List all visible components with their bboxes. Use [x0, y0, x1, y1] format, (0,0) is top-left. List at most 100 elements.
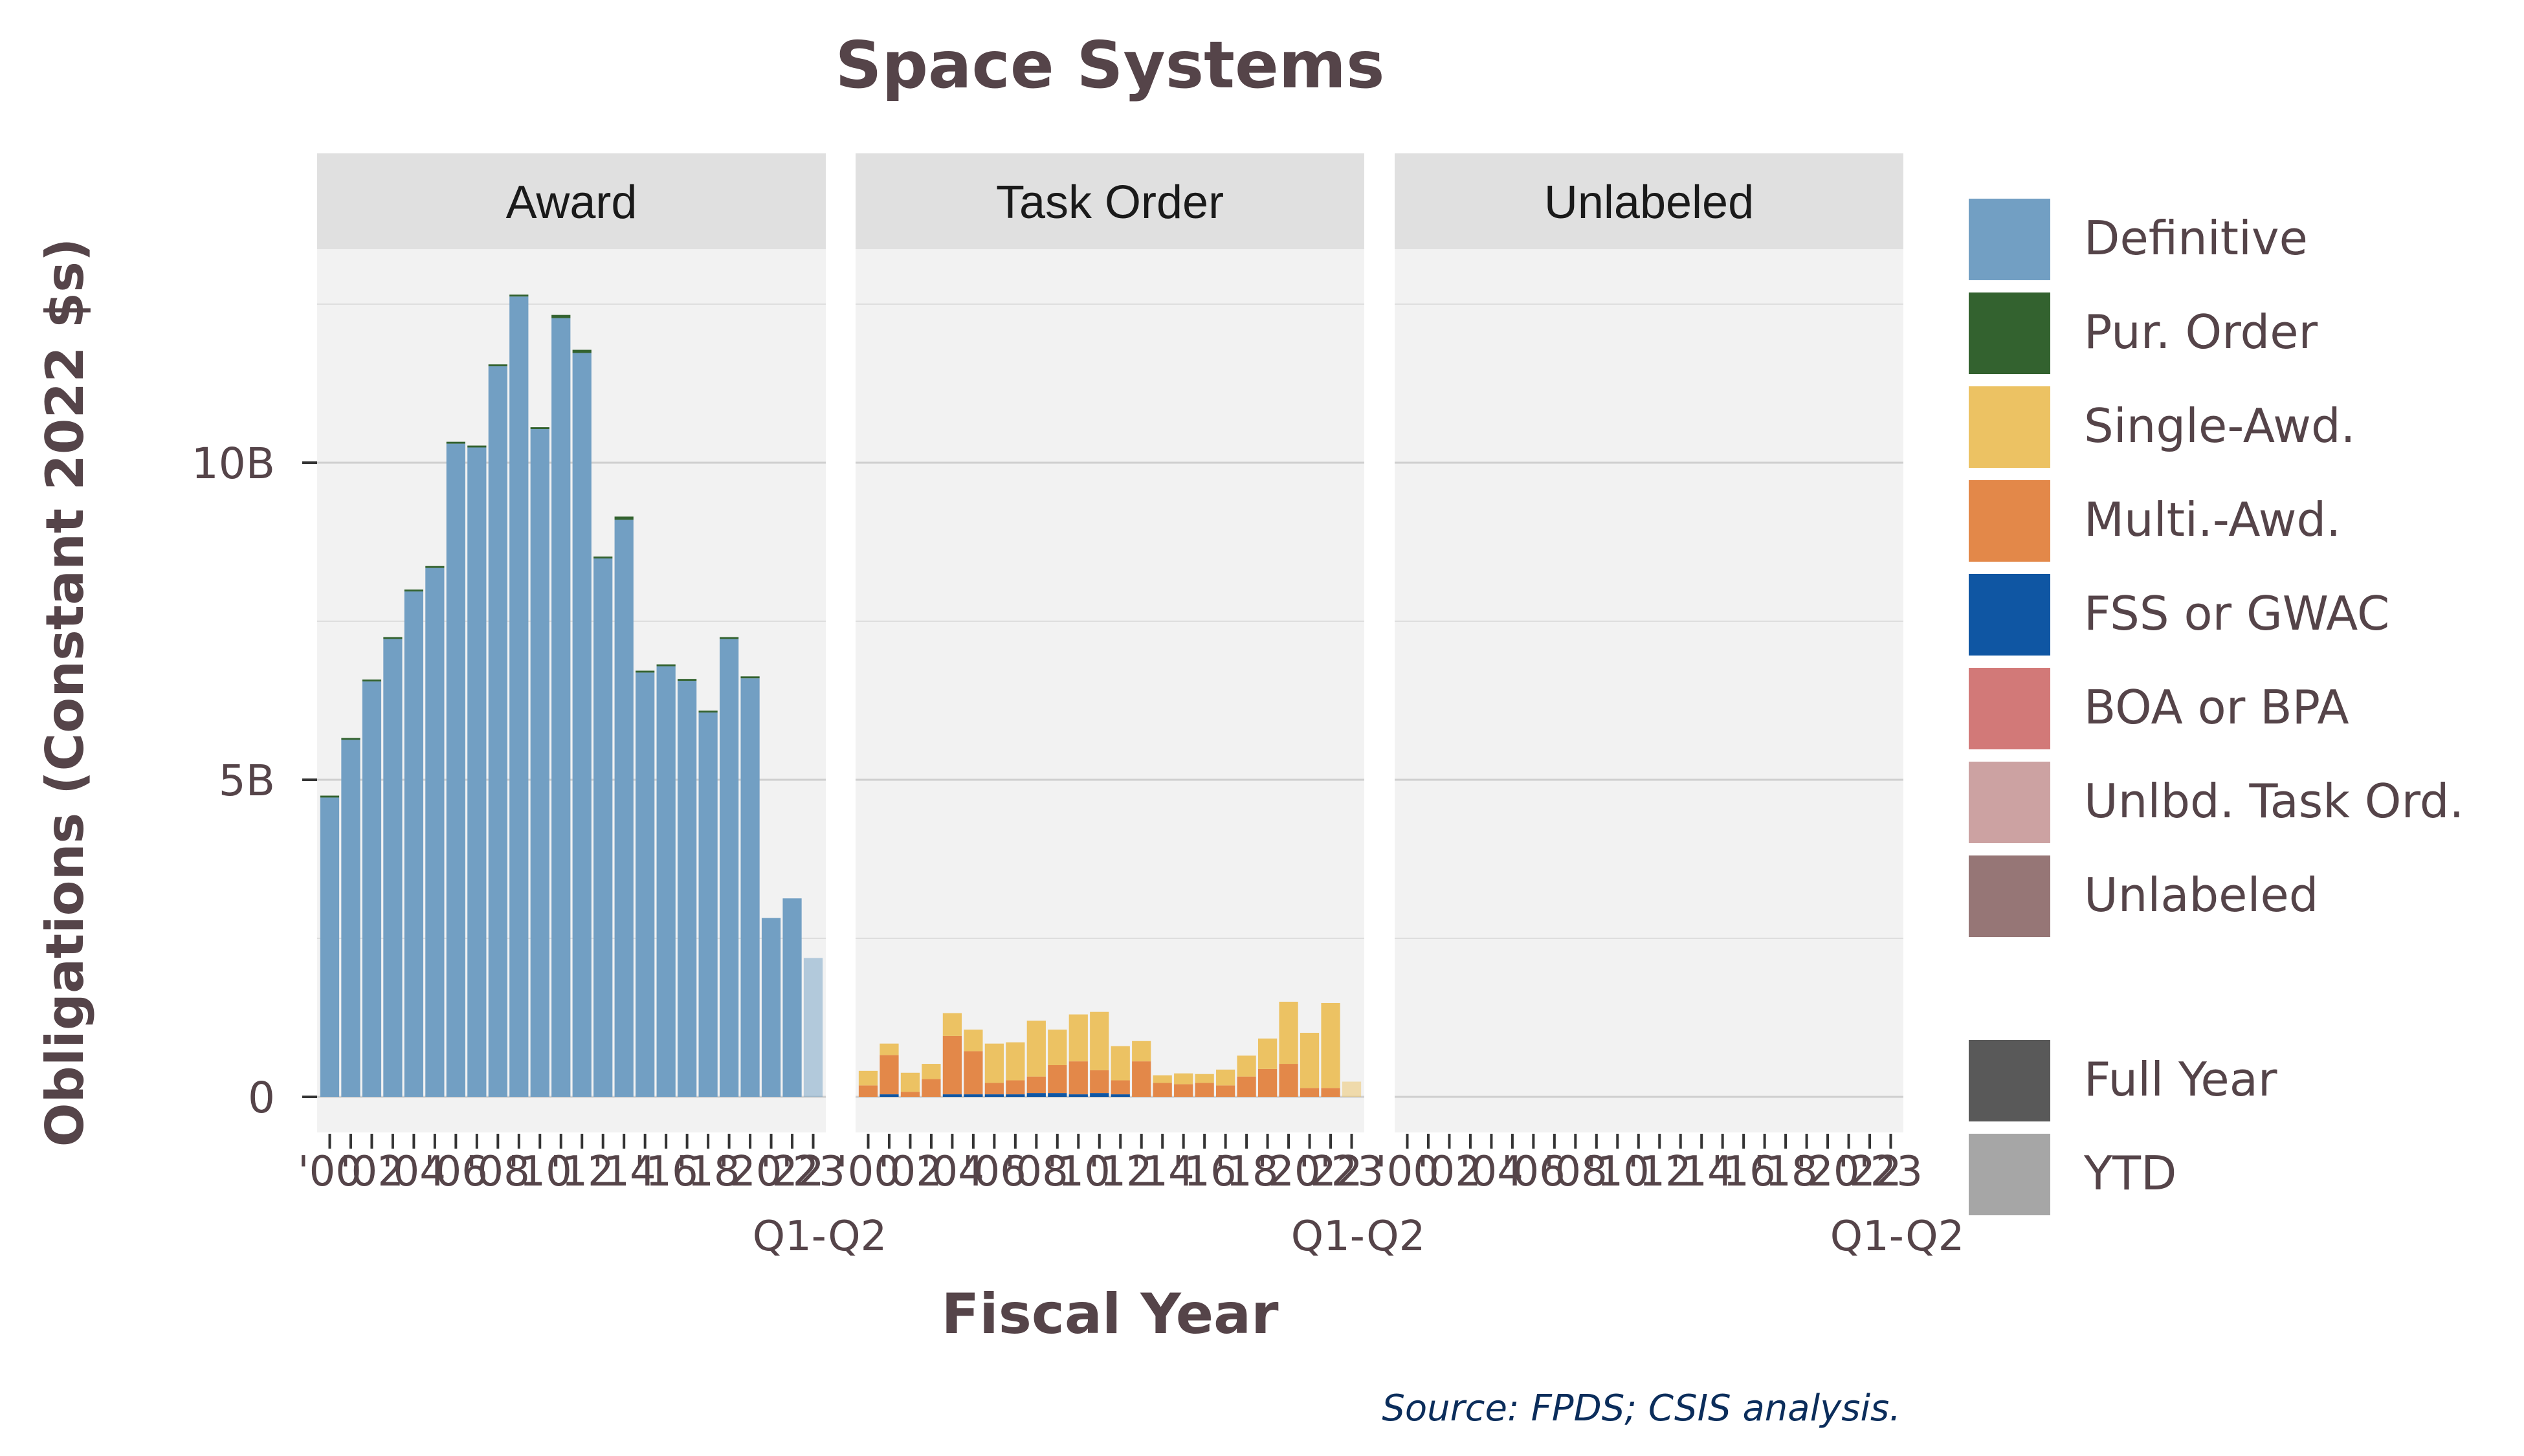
- bar-multi-awd-2015: [1174, 1084, 1193, 1097]
- chart-title: Space Systems: [835, 27, 1384, 103]
- x-tick-label: '00: [1375, 1148, 1439, 1196]
- x-tick-label: '10: [508, 1148, 572, 1196]
- bar-definitive-2022: [782, 898, 802, 1097]
- bar-definitive-2008: [488, 366, 507, 1097]
- x-tick-label: '10: [1586, 1148, 1650, 1196]
- bar-definitive-2020: [740, 678, 760, 1097]
- facet-panels: Award'00'02'04'06'08'10'12'14'16'18'20'2…: [298, 153, 1964, 1261]
- legend-label: FSS or GWAC: [2084, 586, 2389, 641]
- bar-multi-awd-2001: [880, 1055, 899, 1095]
- legend-item-fss-or-gwac: FSS or GWAC: [1966, 571, 2389, 658]
- x-tick-sublabel: Q1-Q2: [1830, 1213, 1965, 1261]
- bar-pur-order-2006: [446, 441, 465, 444]
- bar-multi-awd-2006: [984, 1083, 1004, 1095]
- bar-definitive-2013: [593, 558, 613, 1097]
- legend-item-definitive: Definitive: [1966, 196, 2308, 283]
- x-tick-sublabel: Q1-Q2: [753, 1213, 887, 1261]
- bar-pur-order-2010: [530, 427, 549, 430]
- bar-fss-or-gwac-2006: [984, 1094, 1004, 1097]
- bar-single-awd-2008: [1026, 1020, 1046, 1077]
- bar-multi-awd-2019: [1257, 1068, 1278, 1097]
- bar-single-awd-2019: [1257, 1038, 1278, 1069]
- bar-single-awd-2020: [1279, 1002, 1298, 1064]
- legend-swatch: [1966, 1131, 2053, 1218]
- bar-definitive-2009: [509, 296, 529, 1097]
- legend-swatch: [1966, 665, 2053, 752]
- bar-definitive-2018: [698, 712, 718, 1097]
- legend-swatch: [1966, 759, 2053, 846]
- bar-multi-awd-2007: [1006, 1080, 1025, 1095]
- legend-label: Single-Awd.: [2084, 399, 2356, 453]
- bar-pur-order-2000: [320, 795, 340, 798]
- x-tick-label: '14: [592, 1148, 656, 1196]
- bar-single-awd-2001: [880, 1043, 899, 1055]
- bar-pur-order-2008: [488, 364, 507, 367]
- legend-item-single-awd: Single-Awd.: [1966, 384, 2356, 470]
- bar-multi-awd-2022: [1321, 1088, 1340, 1097]
- bar-single-awd-2009: [1048, 1030, 1067, 1065]
- bar-definitive-2014: [614, 520, 634, 1097]
- bar-single-awd-2000: [858, 1070, 878, 1086]
- legend-swatch: [1966, 196, 2053, 283]
- bar-single-awd-2006: [984, 1043, 1004, 1083]
- bar-pur-order-2014: [614, 516, 634, 520]
- x-tick-label: '06: [1501, 1148, 1566, 1196]
- bar-single-awd-2016: [1195, 1074, 1214, 1083]
- bar-pur-order-2004: [404, 590, 424, 591]
- x-axis-task-order: '00'02'04'06'08'10'12'14'16'18'20'22'23 Q…: [836, 1134, 1425, 1261]
- bar-definitive-2021: [761, 918, 781, 1097]
- bar-fss-or-gwac-2010: [1068, 1094, 1088, 1097]
- x-tick-label: '20: [718, 1148, 782, 1196]
- bar-multi-awd-2013: [1132, 1061, 1151, 1097]
- bar-multi-awd-2018: [1237, 1076, 1256, 1097]
- bar-multi-awd-2008: [1026, 1076, 1046, 1094]
- x-tick-label: '10: [1046, 1148, 1111, 1196]
- facet-strip-label: Task Order: [996, 177, 1224, 228]
- legend-item-full-year: Full Year: [1966, 1037, 2277, 1124]
- y-tick-label: 0: [248, 1073, 275, 1123]
- panel-unlabeled: Unlabeled'00'02'04'06'08'10'12'14'16'18'…: [1375, 153, 1964, 1261]
- bar-pur-order-2018: [698, 711, 718, 713]
- bars-award: [320, 294, 823, 1098]
- x-axis-award: '00'02'04'06'08'10'12'14'16'18'20'22'23 Q…: [298, 1134, 887, 1261]
- bar-single-awd-2015: [1174, 1073, 1193, 1085]
- x-tick-label: '16: [634, 1148, 698, 1196]
- legend-label: Pur. Order: [2084, 305, 2318, 359]
- x-tick-label: '00: [836, 1148, 900, 1196]
- bar-pur-order-2019: [719, 637, 739, 639]
- legend-swatch: [1966, 571, 2053, 658]
- bar-definitive-2010: [530, 429, 549, 1097]
- x-tick-label: '18: [676, 1148, 740, 1196]
- x-tick-label: '20: [1257, 1148, 1321, 1196]
- bar-single-awd-2012: [1111, 1046, 1130, 1081]
- bar-definitive-2023: [803, 958, 823, 1097]
- x-tick-label: '22: [1299, 1148, 1363, 1196]
- x-tick-label: '14: [1670, 1148, 1734, 1196]
- legend-label: Unlbd. Task Ord.: [2084, 774, 2464, 828]
- bar-single-awd-2013: [1132, 1041, 1151, 1062]
- x-tick-label: '02: [878, 1148, 942, 1196]
- bar-fss-or-gwac-2012: [1111, 1094, 1130, 1097]
- source-note: Source: FPDS; CSIS analysis.: [1382, 1387, 1901, 1429]
- bar-definitive-2016: [656, 666, 676, 1097]
- y-tick-label: 5B: [219, 756, 275, 806]
- legend-label: YTD: [2083, 1146, 2176, 1200]
- bar-single-awd-2023: [1342, 1081, 1362, 1097]
- x-tick-sublabel: Q1-Q2: [1291, 1213, 1426, 1261]
- bar-pur-order-2003: [383, 637, 403, 639]
- bar-multi-awd-2016: [1195, 1083, 1214, 1097]
- x-tick-label: '16: [1173, 1148, 1237, 1196]
- bar-multi-awd-2010: [1068, 1061, 1088, 1095]
- legend-item-multi-awd: Multi.-Awd.: [1966, 478, 2341, 564]
- bar-single-awd-2011: [1090, 1011, 1109, 1070]
- bar-pur-order-2015: [636, 670, 655, 673]
- x-tick-label: '18: [1754, 1148, 1818, 1196]
- bar-fss-or-gwac-2001: [880, 1094, 899, 1097]
- bar-pur-order-2020: [740, 676, 760, 679]
- y-axis-title: Obligations (Constant 2022 $s): [35, 238, 95, 1147]
- bar-pur-order-2013: [593, 557, 613, 558]
- bar-pur-order-2016: [656, 664, 676, 667]
- legend: Definitive Pur. Order Single-Awd. Multi.-Aw…: [1966, 196, 2464, 1218]
- x-tick-label: '04: [382, 1148, 446, 1196]
- x-tick-label: '22: [760, 1148, 825, 1196]
